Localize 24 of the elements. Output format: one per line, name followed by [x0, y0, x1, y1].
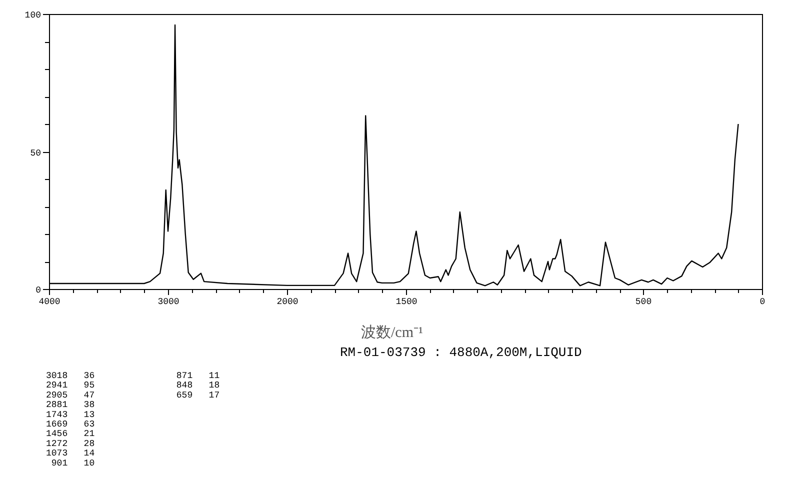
text: 659 17 — [171, 390, 220, 400]
y-tick-label: 0 — [36, 286, 41, 296]
text: RM-01-03739 : 4880A,200M,LIQUID — [340, 345, 582, 360]
text: 1456 21 — [46, 429, 95, 440]
text: 1272 28 — [46, 438, 95, 449]
x-tick-label: 4000 — [38, 297, 60, 307]
x-tick-label: 3000 — [158, 297, 180, 307]
x-axis-title: 波数/cm⁻¹ — [361, 324, 423, 341]
text: 2881 38 — [46, 400, 95, 410]
y-tick-label: 100 — [24, 10, 41, 20]
text: 1073 14 — [46, 448, 95, 459]
text: 1743 13 — [46, 410, 95, 420]
x-tick-label: 0 — [760, 297, 766, 307]
text: 1669 63 — [46, 420, 95, 430]
x-tick-label: 1500 — [396, 297, 418, 307]
text: 3018 36 — [46, 371, 95, 381]
x-tick-label: 500 — [635, 297, 652, 307]
y-tick-label: 50 — [30, 148, 41, 158]
text: 901 10 — [46, 458, 95, 468]
x-tick-label: 2000 — [276, 297, 298, 307]
text: 2941 95 — [46, 380, 95, 391]
text: 2905 47 — [46, 390, 95, 400]
text: 848 18 — [171, 380, 220, 391]
text: 871 11 — [171, 371, 220, 381]
